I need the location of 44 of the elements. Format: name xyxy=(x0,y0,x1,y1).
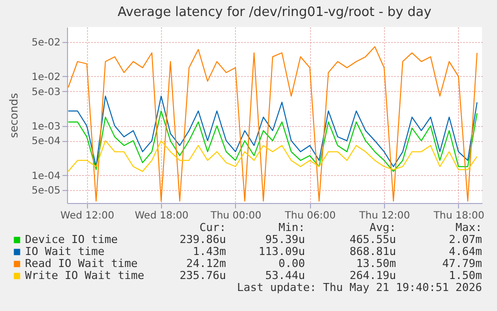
text: 113.09u xyxy=(258,245,305,258)
y-tick-label: 5e-03 xyxy=(32,86,60,98)
text: 235.76u xyxy=(180,269,226,282)
text: 868.81u xyxy=(350,245,396,258)
text: 4.64m xyxy=(448,245,482,258)
line-series xyxy=(68,140,478,172)
text: 264.19u xyxy=(350,269,396,282)
text: Cur: xyxy=(200,221,226,234)
legend-label: Device IO time xyxy=(25,233,118,246)
text: 53.44u xyxy=(265,269,305,282)
text: 0.00 xyxy=(278,257,305,270)
text: 47.79m xyxy=(442,257,482,270)
chart-title: Average latency for /dev/ring01-vg/root - by day xyxy=(118,5,432,20)
text: 1.43m xyxy=(192,245,226,258)
line-series xyxy=(68,110,478,172)
y-tick-label: 5e-04 xyxy=(32,136,60,148)
text: 2.07m xyxy=(448,233,482,246)
y-tick-label: 1e-02 xyxy=(32,72,60,83)
text: 24.12m xyxy=(186,257,226,270)
y-axis-title: seconds xyxy=(8,92,21,138)
legend-label: Read IO Wait time xyxy=(25,257,138,270)
text: 95.39u xyxy=(265,233,305,246)
x-tick-label: Thu 18:00 xyxy=(432,210,484,222)
text: Last update: Thu May 21 19:40:51 2026 xyxy=(236,281,482,294)
legend-label: IO Wait time xyxy=(25,245,104,258)
y-tick-label: 1e-03 xyxy=(32,121,60,132)
text: Min: xyxy=(278,221,305,234)
y-tick-label: 1e-04 xyxy=(32,170,60,182)
y-tick-label: 5e-02 xyxy=(32,37,60,48)
x-tick-label: Thu 06:00 xyxy=(284,210,336,222)
text: Avg: xyxy=(370,221,396,234)
x-tick-label: Wed 18:00 xyxy=(134,210,189,222)
text: Max: xyxy=(456,221,482,234)
x-tick-label: Thu 12:00 xyxy=(358,210,410,222)
legend-label: Write IO Wait time xyxy=(25,269,144,282)
x-tick-label: Thu 00:00 xyxy=(210,210,262,222)
text: 13.50m xyxy=(356,257,396,270)
text: 1.50m xyxy=(448,269,482,282)
x-tick-label: Wed 12:00 xyxy=(60,210,114,222)
text: 465.55u xyxy=(350,233,396,246)
line-series xyxy=(68,46,478,202)
text: 239.86u xyxy=(180,233,226,246)
line-series xyxy=(68,96,478,168)
y-tick-label: 5e-05 xyxy=(32,186,60,197)
